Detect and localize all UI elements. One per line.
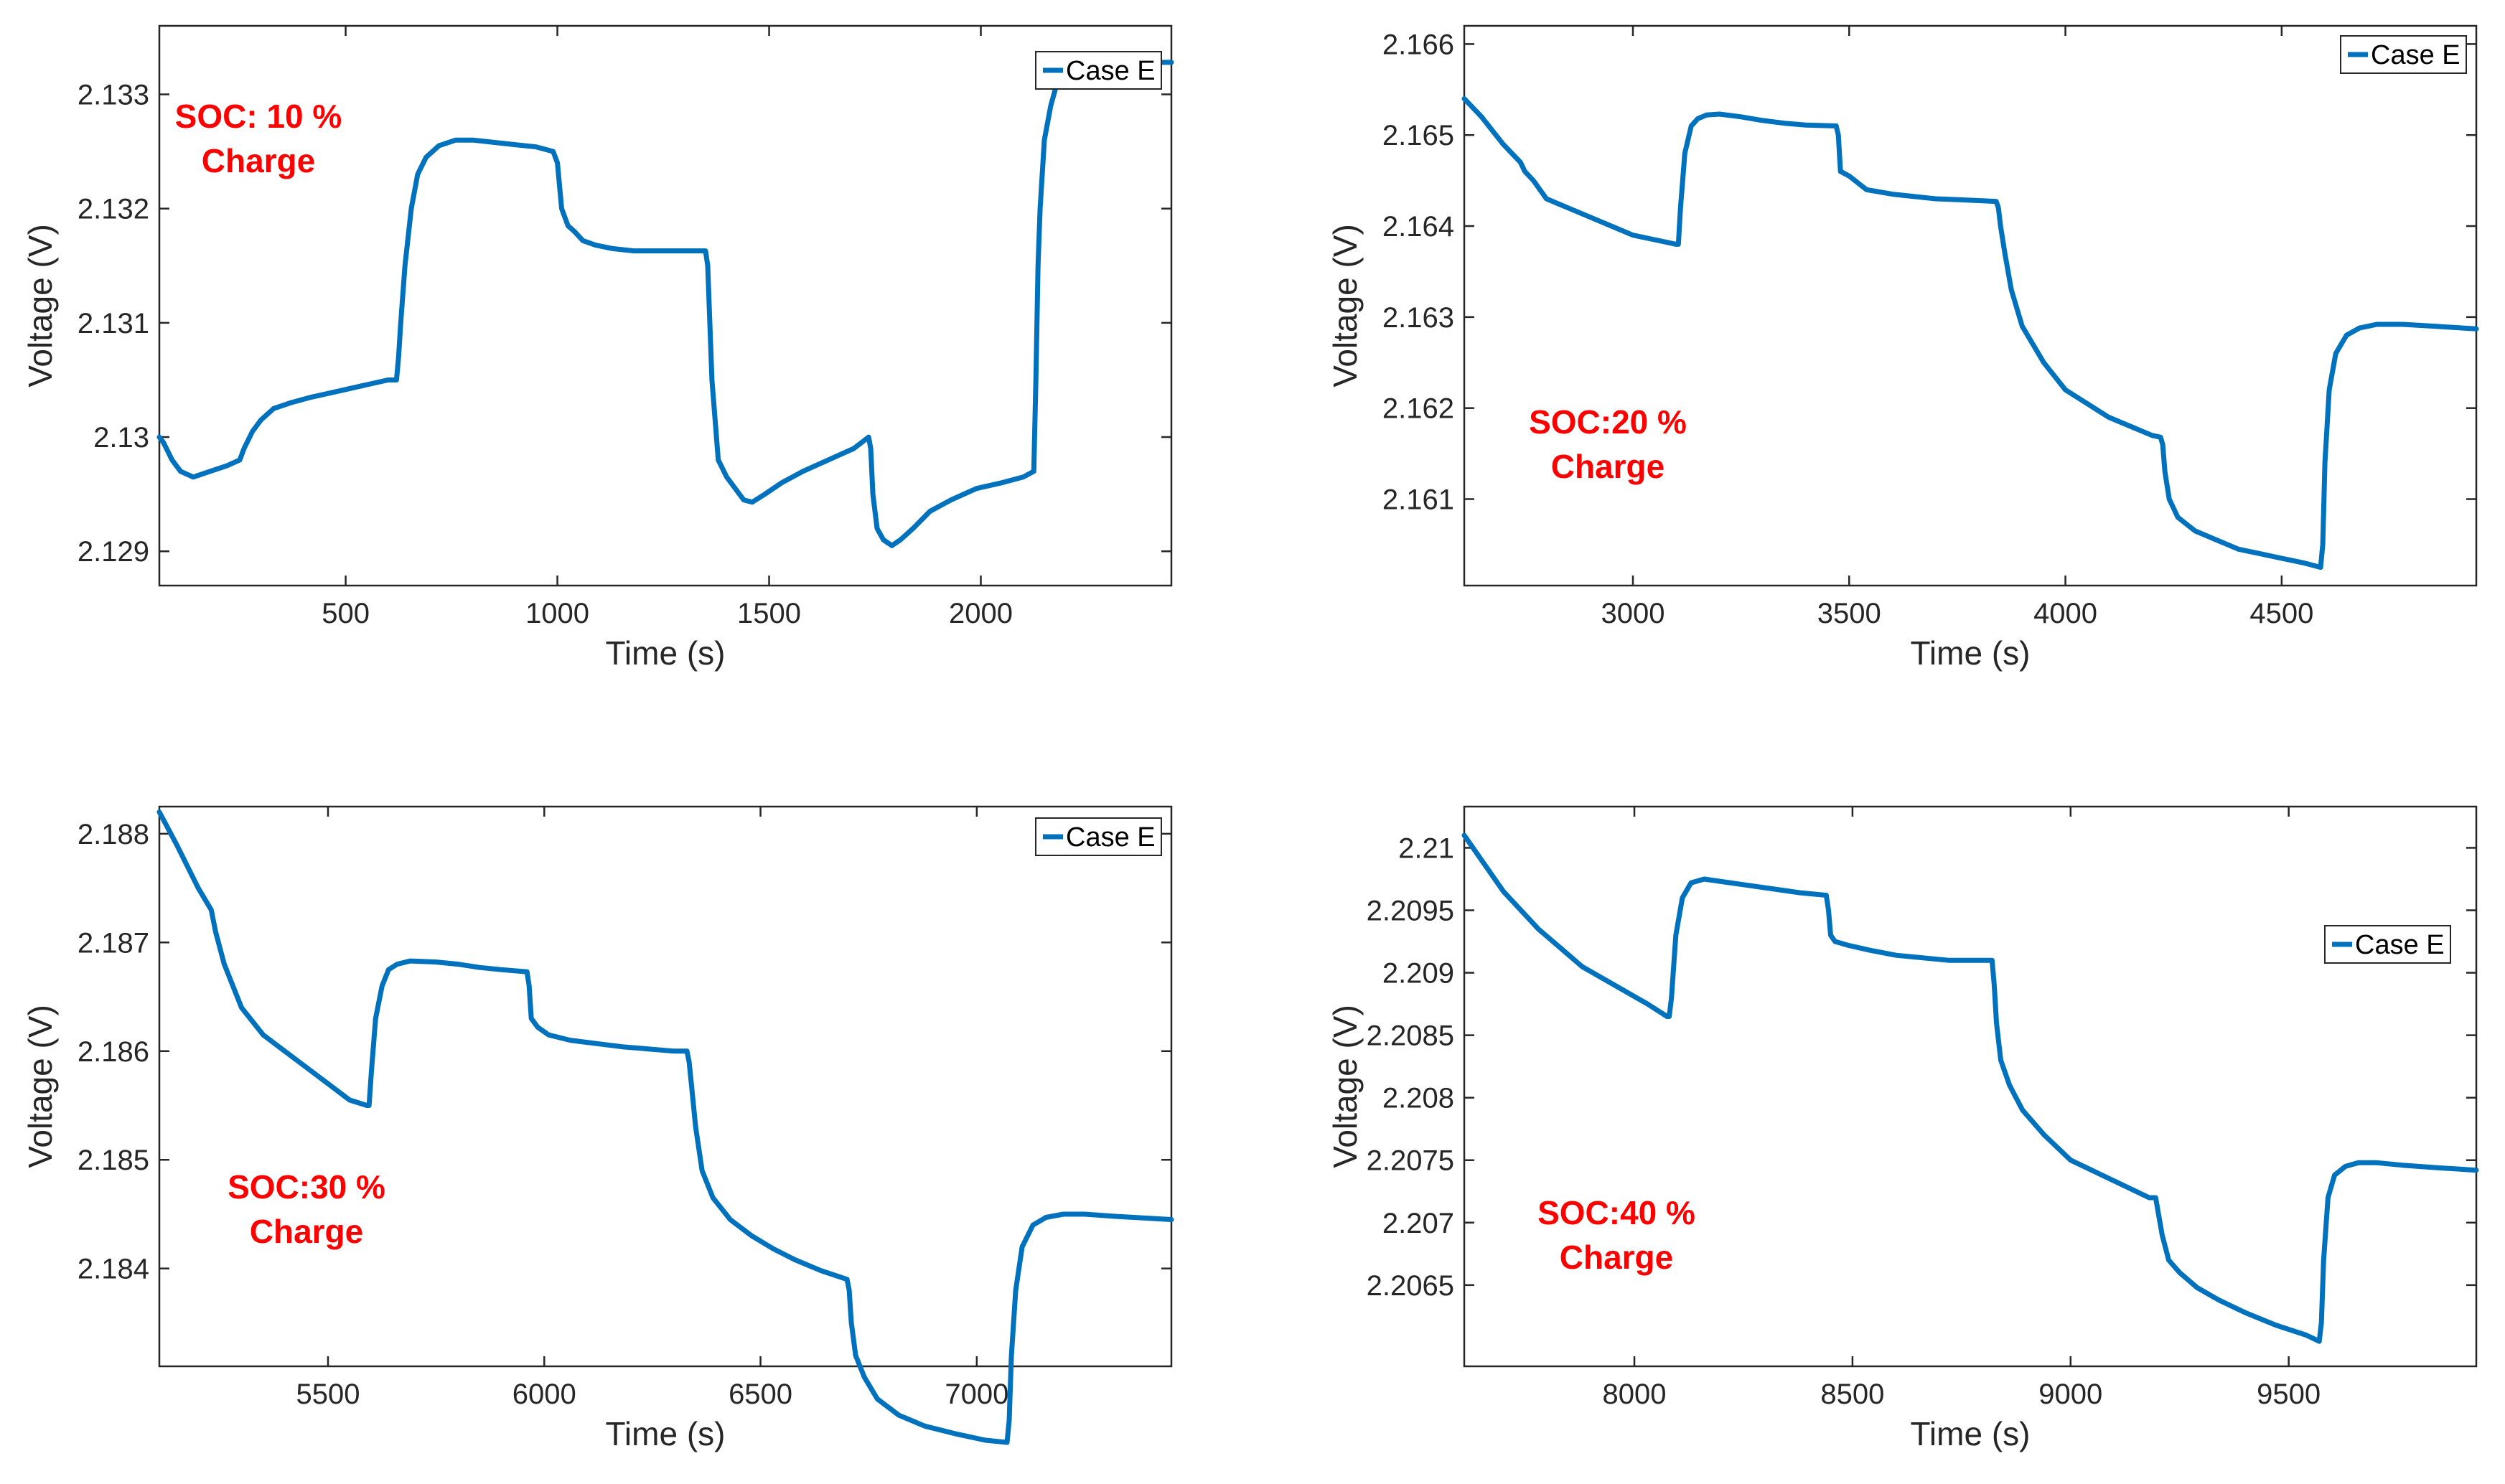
y-axis-label: Voltage (V) xyxy=(22,1005,59,1168)
y-axis-label: Voltage (V) xyxy=(22,224,59,388)
x-tick-label: 8500 xyxy=(1820,1379,1884,1410)
panel-soc-10: 500 1000 1500 2000 2.129 2.13 2.131 2.132 2.133 T… xyxy=(22,24,1174,672)
y-axis-label: Voltage (V) xyxy=(1326,1005,1364,1168)
x-tick-label: 6000 xyxy=(512,1379,576,1410)
soc-annotation-line: Charge xyxy=(250,1213,363,1250)
soc-annotation-line: SOC:40 % xyxy=(1537,1194,1695,1231)
axes-frame xyxy=(158,805,1173,1368)
legend-entry: Case E xyxy=(1066,822,1156,853)
series-line-case-e xyxy=(1461,96,2479,570)
x-tick-label: 3000 xyxy=(1601,598,1665,629)
panel-soc-40: 8000 8500 9000 9500 2.2065 2.207 2.2075 2.208 2.… xyxy=(1326,805,2479,1452)
y-tick-label: 2.185 xyxy=(78,1145,149,1176)
y-tick-label: 2.187 xyxy=(78,927,149,959)
x-axis-label: Time (s) xyxy=(606,1415,726,1452)
y-tick-label: 2.208 xyxy=(1382,1083,1454,1114)
series-line-case-e xyxy=(156,809,1174,1445)
y-tick-label: 2.186 xyxy=(78,1036,149,1068)
soc-annotation-line: SOC:30 % xyxy=(228,1168,385,1206)
x-axis-label: Time (s) xyxy=(606,634,726,672)
y-tick-label: 2.2065 xyxy=(1367,1270,1454,1302)
axes-frame xyxy=(1463,24,2478,587)
x-tick-label: 1500 xyxy=(737,598,801,629)
axes-frame xyxy=(1463,805,2478,1368)
y-tick-label: 2.161 xyxy=(1382,484,1454,516)
soc-annotation-line: Charge xyxy=(202,142,315,179)
x-axis-label: Time (s) xyxy=(1911,634,2031,672)
legend-entry: Case E xyxy=(1066,56,1156,86)
y-tick-label: 2.2095 xyxy=(1367,896,1454,927)
x-tick-label: 4000 xyxy=(2033,598,2097,629)
series-line-case-e xyxy=(1461,832,2479,1344)
legend-entry: Case E xyxy=(2371,40,2460,70)
y-tick-label: 2.21 xyxy=(1398,832,1454,864)
legend: Case E xyxy=(2324,925,2451,964)
legend: Case E xyxy=(1035,51,1162,90)
y-axis-label: Voltage (V) xyxy=(1326,224,1364,388)
y-tick-label: 2.163 xyxy=(1382,302,1454,334)
soc-annotation-line: Charge xyxy=(1560,1239,1673,1276)
x-axis-label: Time (s) xyxy=(1911,1415,2031,1452)
x-tick-label: 2000 xyxy=(949,598,1013,629)
x-tick-label: 6500 xyxy=(729,1379,792,1410)
legend: Case E xyxy=(1035,817,1162,856)
y-tick-label: 2.2075 xyxy=(1367,1145,1454,1177)
legend: Case E xyxy=(2340,35,2467,74)
x-tick-label: 4500 xyxy=(2249,598,2313,629)
y-tick-label: 2.184 xyxy=(78,1254,149,1285)
legend-entry: Case E xyxy=(2355,930,2445,960)
y-tick-label: 2.166 xyxy=(1382,29,1454,60)
soc-annotation-line: SOC:20 % xyxy=(1529,403,1687,441)
y-tick-label: 2.207 xyxy=(1382,1208,1454,1239)
x-tick-label: 8000 xyxy=(1603,1379,1667,1410)
series-line-case-e xyxy=(156,55,1174,548)
y-tick-label: 2.188 xyxy=(78,819,149,850)
x-tick-label: 500 xyxy=(322,598,370,629)
panel-soc-30: 5500 6000 6500 7000 2.184 2.185 2.186 2.187 2.18… xyxy=(22,805,1174,1452)
x-tick-label: 9000 xyxy=(2038,1379,2102,1410)
y-tick-label: 2.13 xyxy=(93,422,149,454)
soc-annotation-line: Charge xyxy=(1551,448,1664,485)
y-tick-label: 2.209 xyxy=(1382,958,1454,990)
x-tick-label: 9500 xyxy=(2257,1379,2321,1410)
y-tick-label: 2.133 xyxy=(78,80,149,111)
y-tick-label: 2.2085 xyxy=(1367,1020,1454,1052)
y-tick-label: 2.162 xyxy=(1382,393,1454,425)
panel-soc-20: 3000 3500 4000 4500 2.161 2.162 2.163 2.164 2.16… xyxy=(1326,24,2479,672)
x-tick-label: 5500 xyxy=(296,1379,360,1410)
axes-frame xyxy=(158,24,1173,587)
y-tick-label: 2.165 xyxy=(1382,120,1454,151)
x-tick-label: 3500 xyxy=(1817,598,1881,629)
y-tick-label: 2.164 xyxy=(1382,211,1454,243)
x-tick-label: 7000 xyxy=(945,1379,1008,1410)
x-tick-label: 1000 xyxy=(525,598,589,629)
y-tick-label: 2.132 xyxy=(78,194,149,225)
y-tick-label: 2.131 xyxy=(78,308,149,339)
soc-annotation-line: SOC: 10 % xyxy=(175,98,342,135)
y-tick-label: 2.129 xyxy=(78,536,149,568)
